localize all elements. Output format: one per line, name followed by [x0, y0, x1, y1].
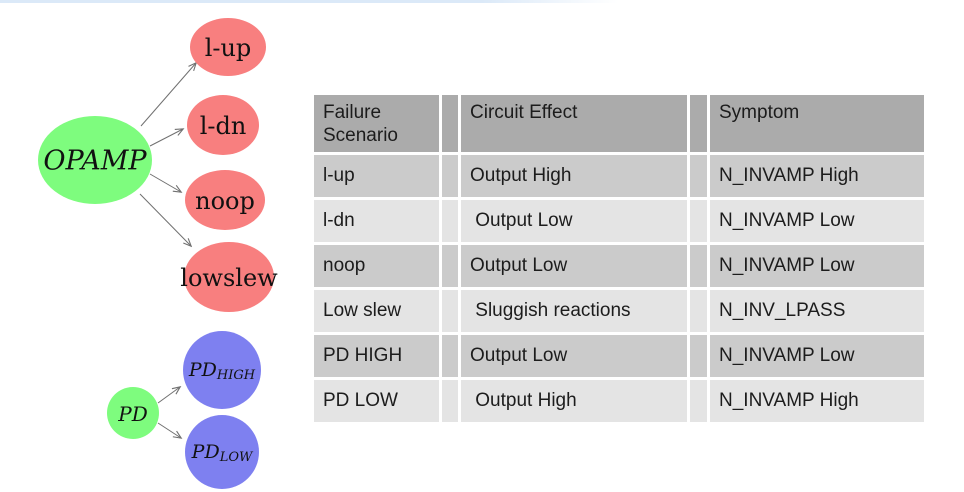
node-opamp-shape [38, 116, 152, 204]
edge-opamp-ldn [149, 129, 183, 147]
node-ldn-label: l-dn [200, 112, 247, 140]
header-spacer-1 [442, 95, 458, 152]
cell-scenario: Low slew [314, 290, 439, 332]
node-lowslew-label: lowslew [180, 264, 278, 292]
node-ldn-shape [187, 95, 259, 155]
cell-symptom: N_INV_LPASS [710, 290, 924, 332]
row-spacer [442, 290, 458, 332]
node-pd: PD [107, 387, 159, 439]
top-accent-strip [0, 0, 618, 3]
node-pdhigh-label: PDHIGH [188, 359, 256, 383]
header-spacer-2 [690, 95, 707, 152]
cell-scenario: PD LOW [314, 380, 439, 422]
cell-effect: Sluggish reactions [461, 290, 687, 332]
node-lup: l-up [190, 18, 266, 76]
col-header-failure-scenario: Failure Scenario [314, 95, 439, 152]
row-spacer [442, 335, 458, 377]
node-pdhigh-sub: HIGH [216, 368, 256, 383]
edge-pd-pdhigh [157, 387, 180, 404]
node-noop: noop [185, 170, 265, 230]
node-pdlow-label: PDLOW [191, 441, 254, 465]
node-opamp-label: OPAMP [43, 146, 147, 177]
row-spacer [690, 155, 707, 197]
failure-symptom-table: Failure Scenario Circuit Effect Symptom … [314, 95, 924, 422]
cell-symptom: N_INVAMP Low [710, 200, 924, 242]
graph-edges [139, 63, 196, 438]
cell-effect: Output Low [461, 335, 687, 377]
edge-opamp-lup [140, 63, 196, 127]
cell-symptom: N_INVAMP High [710, 380, 924, 422]
row-spacer [442, 245, 458, 287]
node-lowslew: lowslew [180, 242, 278, 312]
col-header-symptom: Symptom [710, 95, 924, 152]
node-pdhigh-base: PD [188, 359, 217, 381]
node-lup-shape [190, 18, 266, 76]
col-header-circuit-effect: Circuit Effect [461, 95, 687, 152]
node-pd-label: PD [117, 402, 148, 426]
failure-mode-graph: OPAMP l-up l-dn noop lowslew PD PDHIGH [38, 18, 278, 489]
node-pdlow-base: PD [191, 441, 220, 463]
row-spacer [442, 200, 458, 242]
node-pdlow-shape [185, 415, 259, 489]
row-spacer [442, 380, 458, 422]
cell-scenario: PD HIGH [314, 335, 439, 377]
row-spacer [690, 245, 707, 287]
node-pdhigh: PDHIGH [183, 331, 261, 409]
cell-effect: Output Low [461, 200, 687, 242]
edge-opamp-lowslew [139, 193, 191, 246]
cell-effect: Output Low [461, 245, 687, 287]
row-spacer [690, 380, 707, 422]
cell-symptom: N_INVAMP Low [710, 335, 924, 377]
node-pdlow: PDLOW [185, 415, 259, 489]
edge-opamp-noop [149, 173, 181, 192]
node-noop-label: noop [195, 187, 255, 215]
node-pdlow-sub: LOW [219, 450, 254, 465]
node-lowslew-shape [184, 242, 274, 312]
cell-scenario: l-dn [314, 200, 439, 242]
cell-symptom: N_INVAMP High [710, 155, 924, 197]
row-spacer [690, 335, 707, 377]
row-spacer [690, 290, 707, 332]
cell-effect: Output High [461, 380, 687, 422]
node-noop-shape [185, 170, 265, 230]
node-opamp: OPAMP [38, 116, 152, 204]
node-pd-shape [107, 387, 159, 439]
cell-symptom: N_INVAMP Low [710, 245, 924, 287]
node-lup-label: l-up [205, 34, 252, 62]
edge-pd-pdlow [157, 422, 181, 438]
node-pdhigh-shape [183, 331, 261, 409]
cell-effect: Output High [461, 155, 687, 197]
cell-scenario: l-up [314, 155, 439, 197]
node-ldn: l-dn [187, 95, 259, 155]
cell-scenario: noop [314, 245, 439, 287]
row-spacer [442, 155, 458, 197]
row-spacer [690, 200, 707, 242]
